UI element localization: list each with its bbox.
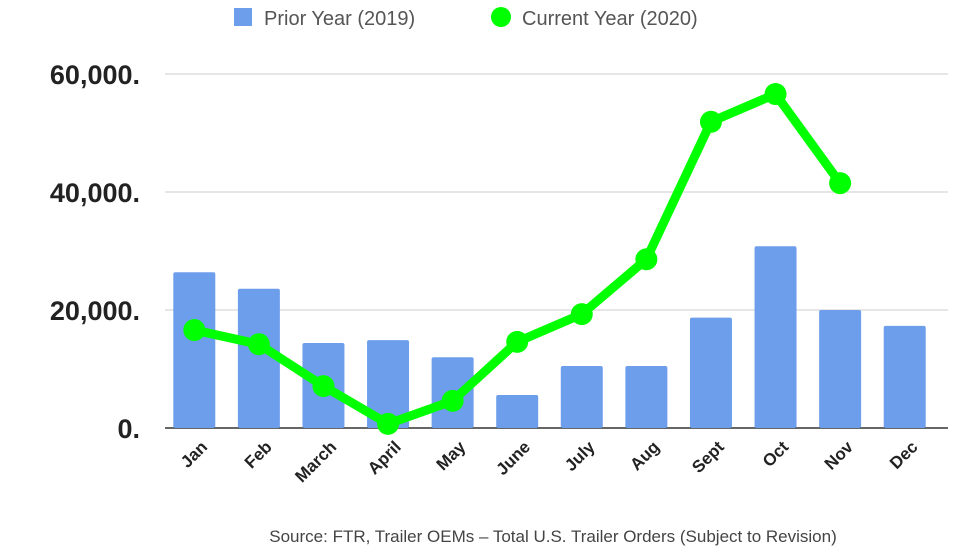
x-tick-label: Sept — [688, 437, 728, 477]
y-tick-label: 60,000. — [50, 60, 140, 90]
y-tick-label: 0. — [117, 414, 140, 444]
bar-feb — [237, 288, 280, 428]
current-year-line — [189, 89, 845, 429]
source-annotation: Source: FTR, Trailer OEMs – Total U.S. T… — [269, 527, 836, 546]
x-tick-label: June — [493, 437, 534, 478]
bar-july — [560, 366, 603, 428]
bar-april — [367, 340, 410, 428]
legend-swatch-prior-year — [234, 8, 252, 26]
point-aug — [635, 248, 658, 271]
point-march — [312, 375, 335, 398]
x-tick-label: Dec — [886, 437, 921, 472]
point-feb — [247, 333, 270, 356]
point-may — [441, 389, 464, 412]
x-tick-label: Feb — [241, 437, 276, 472]
point-sept — [699, 110, 722, 133]
point-oct — [764, 83, 787, 106]
x-tick-label: April — [364, 437, 405, 478]
bar-aug — [625, 366, 668, 428]
point-june — [506, 330, 529, 353]
x-tick-label: Aug — [626, 437, 663, 474]
point-july — [570, 303, 593, 326]
legend-marker-current-year — [491, 7, 511, 27]
x-tick-label: May — [433, 437, 470, 474]
bar-nov — [819, 310, 862, 428]
bar-dec — [883, 325, 926, 428]
bar-oct — [754, 246, 797, 428]
y-tick-label: 40,000. — [50, 178, 140, 208]
x-tick-label: Oct — [759, 437, 793, 471]
point-april — [377, 412, 400, 435]
x-tick-label: Jan — [177, 437, 211, 471]
bar-sept — [689, 317, 732, 428]
legend: Prior Year (2019) Current Year (2020) — [234, 7, 698, 30]
bar-jan — [173, 272, 216, 428]
legend-label-prior-year: Prior Year (2019) — [264, 8, 415, 30]
x-tick-label: Nov — [821, 437, 858, 474]
point-jan — [183, 319, 206, 342]
y-tick-label: 20,000. — [50, 296, 140, 326]
x-tick-label: March — [291, 437, 340, 486]
point-nov — [829, 172, 852, 195]
bar-june — [496, 394, 539, 428]
x-tick-label: July — [561, 437, 599, 475]
legend-label-current-year: Current Year (2020) — [522, 8, 698, 30]
